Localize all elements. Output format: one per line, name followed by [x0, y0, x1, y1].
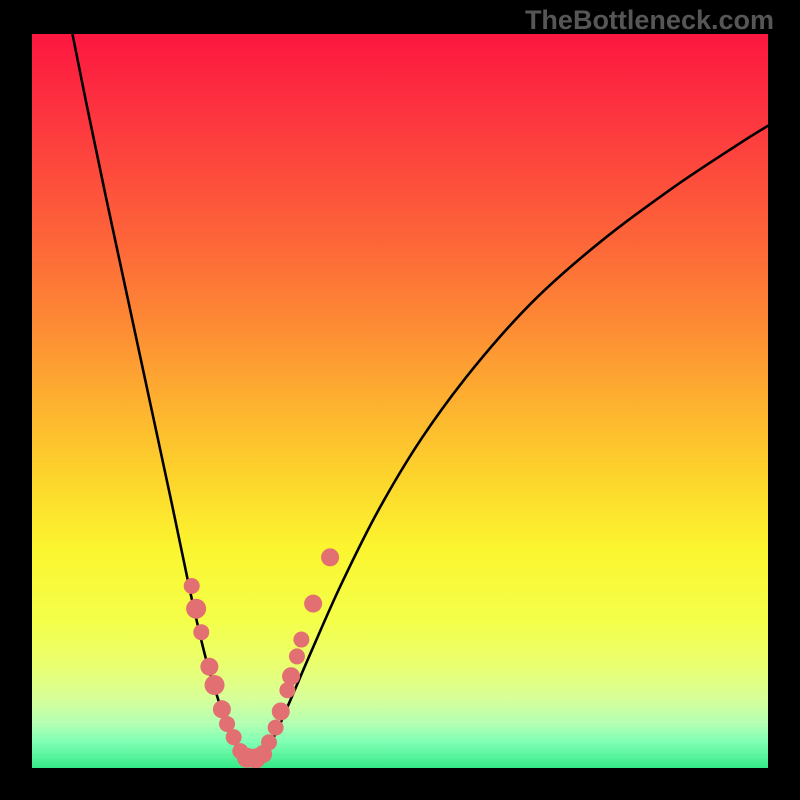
watermark-text: TheBottleneck.com: [525, 5, 774, 36]
data-marker: [205, 675, 225, 695]
data-marker: [184, 578, 200, 594]
data-marker: [268, 720, 284, 736]
curve-left-branch: [72, 34, 242, 755]
data-marker: [304, 595, 322, 613]
data-marker: [193, 624, 209, 640]
data-marker: [213, 700, 231, 718]
data-marker: [272, 702, 290, 720]
chart-frame: TheBottleneck.com: [0, 0, 800, 800]
data-marker: [282, 667, 300, 685]
plot-area: [32, 34, 768, 768]
data-marker: [261, 734, 277, 750]
curve-layer: [32, 34, 768, 768]
data-marker: [226, 729, 242, 745]
curve-right-branch: [262, 126, 768, 755]
data-marker: [289, 648, 305, 664]
data-marker: [293, 632, 309, 648]
data-marker: [321, 548, 339, 566]
data-marker: [186, 599, 206, 619]
data-marker: [200, 658, 218, 676]
